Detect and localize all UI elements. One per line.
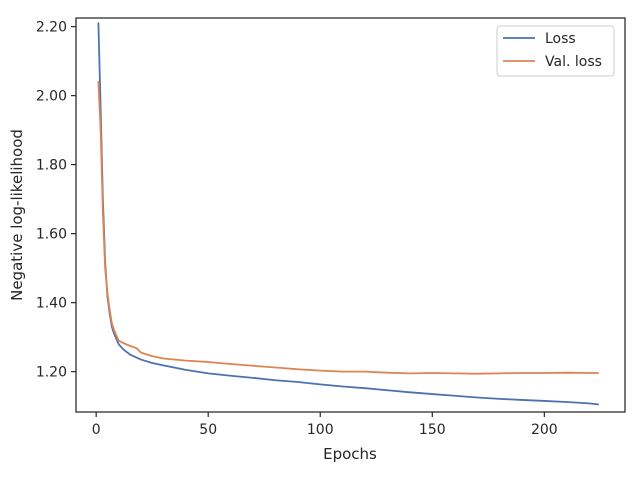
- series-layer: [97, 22, 600, 406]
- plot-background: [76, 18, 625, 412]
- y-axis-label: Negative log-likelihood: [8, 129, 26, 301]
- y-tick-label: 2.20: [36, 20, 67, 36]
- x-axis-label: Epochs: [323, 445, 377, 463]
- legend-val-loss-label: Val. loss: [545, 54, 602, 70]
- series-line-val-loss: [97, 80, 600, 375]
- legend: Loss Val. loss: [496, 25, 615, 77]
- x-axis-ticks: 0 50 100 150 200: [92, 412, 558, 438]
- y-axis-ticks: 1.20 1.40 1.60 1.80 2.00 2.20: [36, 20, 76, 381]
- legend-loss-label: Loss: [545, 31, 576, 47]
- x-tick-label: 100: [307, 422, 334, 438]
- y-tick-label: 1.40: [36, 296, 67, 312]
- y-tick-label: 1.80: [36, 158, 67, 174]
- x-tick-label: 0: [92, 422, 101, 438]
- y-tick-label: 2.00: [36, 89, 67, 105]
- x-tick-label: 150: [419, 422, 446, 438]
- x-tick-label: 50: [199, 422, 217, 438]
- plot-frame: [75, 17, 626, 413]
- x-tick-label: 200: [531, 422, 558, 438]
- y-tick-label: 1.60: [36, 227, 67, 243]
- y-tick-label: 1.20: [36, 365, 67, 381]
